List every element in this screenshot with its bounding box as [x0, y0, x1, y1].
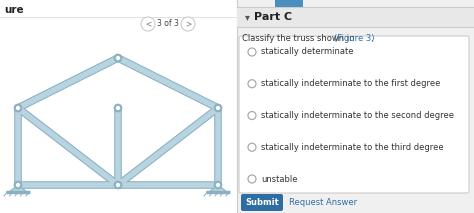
Circle shape — [248, 175, 256, 183]
Circle shape — [214, 181, 222, 189]
Text: <: < — [145, 20, 151, 29]
FancyBboxPatch shape — [241, 194, 283, 211]
Circle shape — [116, 183, 120, 187]
Text: Submit: Submit — [245, 198, 279, 207]
Text: unstable: unstable — [261, 174, 298, 184]
Circle shape — [16, 105, 20, 111]
FancyBboxPatch shape — [237, 0, 474, 213]
Text: ▾: ▾ — [245, 12, 250, 22]
Circle shape — [248, 111, 256, 119]
Circle shape — [14, 104, 22, 112]
FancyBboxPatch shape — [237, 7, 474, 27]
Circle shape — [216, 183, 220, 187]
Circle shape — [116, 56, 120, 60]
Text: 3 of 3: 3 of 3 — [157, 20, 179, 29]
Circle shape — [14, 181, 22, 189]
Circle shape — [116, 105, 120, 111]
Text: statically indeterminate to the first degree: statically indeterminate to the first de… — [261, 79, 440, 88]
Text: ure: ure — [4, 5, 24, 15]
Circle shape — [114, 54, 122, 62]
FancyBboxPatch shape — [239, 36, 469, 193]
Circle shape — [214, 104, 222, 112]
Text: statically determinate: statically determinate — [261, 47, 354, 56]
Circle shape — [114, 181, 122, 189]
FancyBboxPatch shape — [275, 0, 303, 7]
Circle shape — [114, 104, 122, 112]
FancyBboxPatch shape — [0, 0, 237, 213]
Circle shape — [216, 105, 220, 111]
Circle shape — [248, 48, 256, 56]
Text: statically indeterminate to the second degree: statically indeterminate to the second d… — [261, 111, 454, 120]
Circle shape — [181, 17, 195, 31]
Text: Request Answer: Request Answer — [289, 198, 357, 207]
Circle shape — [141, 17, 155, 31]
Circle shape — [16, 183, 20, 187]
Text: (Figure 3): (Figure 3) — [334, 34, 374, 43]
Polygon shape — [209, 185, 227, 192]
Text: Part C: Part C — [254, 12, 292, 22]
Circle shape — [248, 143, 256, 151]
Polygon shape — [9, 185, 27, 192]
Text: statically indeterminate to the third degree: statically indeterminate to the third de… — [261, 143, 444, 152]
Text: .: . — [370, 34, 373, 43]
Circle shape — [248, 80, 256, 88]
Text: >: > — [185, 20, 191, 29]
Text: Classify the truss shown in: Classify the truss shown in — [242, 34, 357, 43]
